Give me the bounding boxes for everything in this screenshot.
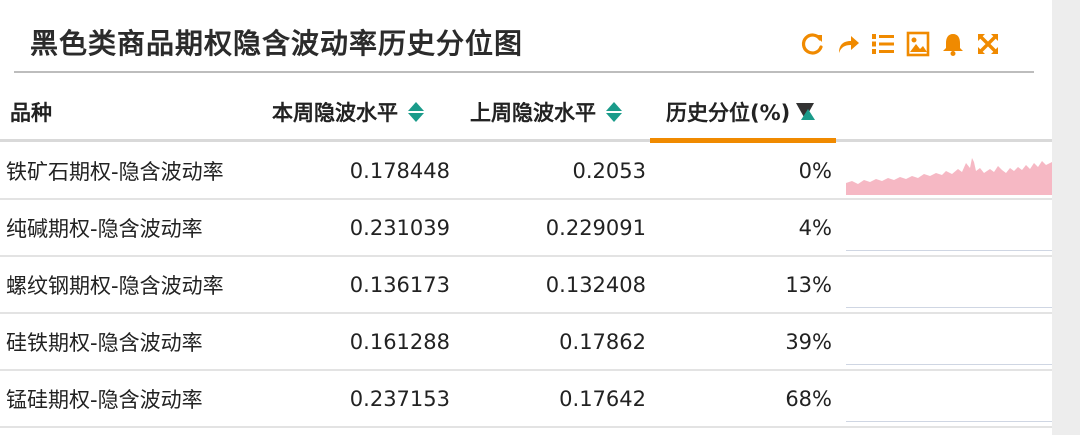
percentile-cell: 13% — [785, 273, 832, 297]
column-header-variety: 品种 — [10, 84, 52, 140]
this-week-cell: 0.178448 — [349, 159, 450, 183]
column-header-this-week-label: 本周隐波水平 — [272, 101, 398, 125]
sort-descending-active-icon[interactable] — [796, 103, 816, 121]
scrollbar-track[interactable] — [1052, 0, 1080, 435]
last-week-cell: 0.17642 — [559, 387, 646, 411]
variety-cell: 硅铁期权-隐含波动率 — [6, 331, 203, 355]
this-week-cell: 0.161288 — [349, 330, 450, 354]
sparkline-baseline — [846, 250, 1052, 251]
variety-cell: 螺纹钢期权-隐含波动率 — [6, 274, 224, 298]
row-divider — [0, 312, 1052, 314]
active-sort-indicator — [650, 138, 836, 143]
this-week-cell: 0.136173 — [349, 273, 450, 297]
variety-cell: 锰硅期权-隐含波动率 — [6, 388, 203, 412]
last-week-cell: 0.132408 — [545, 273, 646, 297]
sort-ascending-icon[interactable] — [408, 102, 424, 111]
table-row[interactable]: 铁矿石期权-隐含波动率 0.178448 0.2053 0% — [0, 143, 1052, 200]
column-header-last-week[interactable]: 上周隐波水平 — [470, 84, 622, 140]
title-divider — [14, 71, 1034, 73]
sort-descending-icon[interactable] — [606, 113, 622, 122]
this-week-cell: 0.237153 — [349, 387, 450, 411]
header-divider — [0, 139, 1052, 142]
last-week-cell: 0.17862 — [559, 330, 646, 354]
column-header-percentile-label: 历史分位(%) — [666, 101, 791, 125]
variety-cell: 纯碱期权-隐含波动率 — [6, 217, 203, 241]
table-row[interactable]: 硅铁期权-隐含波动率 0.161288 0.17862 39% — [0, 314, 1052, 371]
percentile-cell: 68% — [785, 387, 832, 411]
sparkline-baseline — [846, 364, 1052, 365]
sparkline-baseline — [846, 421, 1052, 422]
percentile-cell: 0% — [798, 159, 832, 183]
percentile-cell: 39% — [785, 330, 832, 354]
chart-header: 黑色类商品期权隐含波动率历史分位图 — [0, 0, 1040, 73]
table-row[interactable]: 锰硅期权-隐含波动率 0.237153 0.17642 68% — [0, 371, 1052, 428]
table-row[interactable]: 纯碱期权-隐含波动率 0.231039 0.229091 4% — [0, 200, 1052, 257]
bell-icon[interactable] — [940, 31, 966, 57]
percentile-cell: 4% — [798, 216, 832, 240]
sparkline-baseline — [846, 307, 1052, 308]
fullscreen-icon[interactable] — [975, 31, 1001, 57]
sort-arrows-icon[interactable] — [408, 102, 424, 122]
column-header-last-week-label: 上周隐波水平 — [470, 101, 596, 125]
sparkline-chart — [846, 158, 1052, 195]
sort-descending-icon[interactable] — [408, 113, 424, 122]
row-divider — [0, 426, 1052, 428]
list-icon[interactable] — [870, 31, 896, 57]
sort-ascending-icon[interactable] — [606, 102, 622, 111]
refresh-icon[interactable] — [800, 31, 826, 57]
last-week-cell: 0.229091 — [545, 216, 646, 240]
page-title: 黑色类商品期权隐含波动率历史分位图 — [30, 27, 524, 60]
image-icon[interactable] — [905, 31, 931, 57]
column-header-percentile[interactable]: 历史分位(%) — [666, 84, 816, 140]
row-divider — [0, 198, 1052, 200]
column-header-variety-label: 品种 — [10, 101, 52, 125]
toolbar — [800, 27, 1001, 61]
this-week-cell: 0.231039 — [349, 216, 450, 240]
last-week-cell: 0.2053 — [572, 159, 646, 183]
share-icon[interactable] — [835, 31, 861, 57]
row-divider — [0, 255, 1052, 257]
sort-arrows-icon[interactable] — [606, 102, 622, 122]
row-divider — [0, 369, 1052, 371]
variety-cell: 铁矿石期权-隐含波动率 — [6, 160, 224, 184]
column-header-this-week[interactable]: 本周隐波水平 — [272, 84, 424, 140]
table-row[interactable]: 螺纹钢期权-隐含波动率 0.136173 0.132408 13% — [0, 257, 1052, 314]
